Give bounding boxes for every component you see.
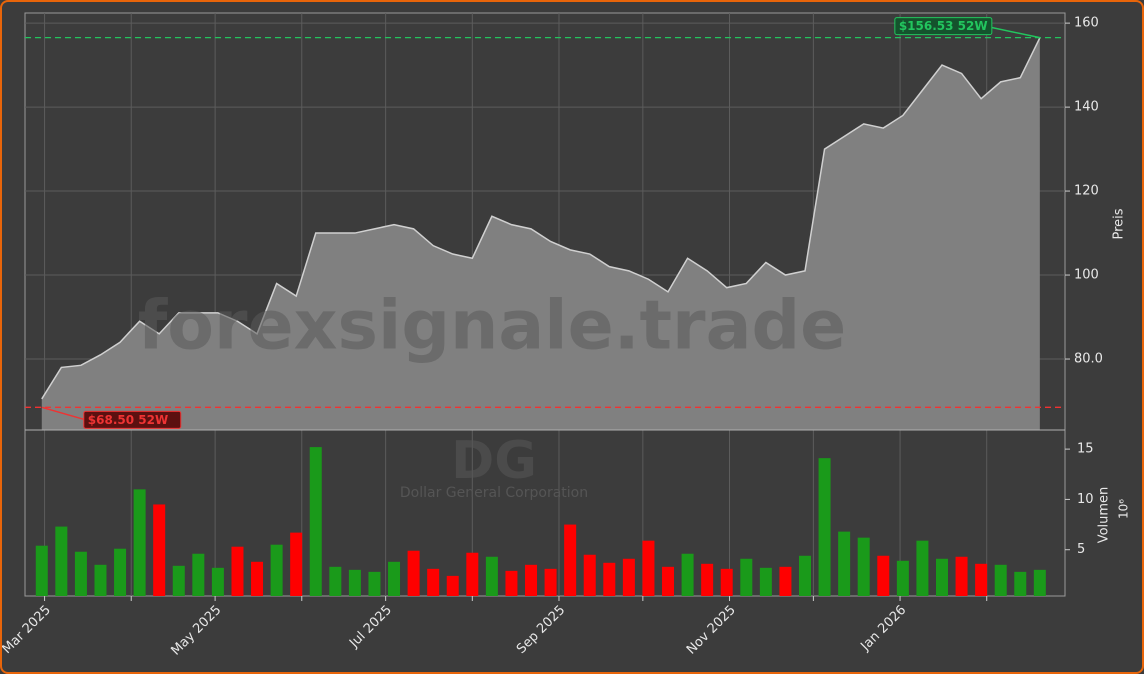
volume-bar (348, 569, 361, 596)
volume-bar (896, 560, 909, 596)
volume-bar (172, 565, 185, 596)
y-tick-label: 120 (1074, 184, 1099, 199)
volume-bar (329, 566, 342, 596)
volume-y-tick-label: 15 (1077, 442, 1094, 457)
volume-bar (505, 570, 518, 596)
volume-bar (94, 564, 107, 596)
volume-bar (485, 556, 498, 596)
volume-scale-label: 10⁶ (1117, 499, 1131, 519)
volume-bar (388, 561, 401, 596)
volume-bar (133, 489, 146, 596)
x-tick-label: Sep 2025 (514, 603, 568, 657)
x-tick-label: Mar 2025 (2, 603, 54, 657)
volume-bar (55, 526, 68, 596)
data: $156.53 52W $68.50 52W (25, 17, 1065, 596)
y-tick-label: 80.0 (1074, 352, 1103, 367)
volume-bar (857, 537, 870, 596)
volume-bar (799, 555, 811, 596)
volume-bar (290, 532, 303, 596)
volume-bar (270, 544, 283, 596)
x-tick-label: Jan 2026 (858, 603, 910, 655)
volume-bar (955, 556, 968, 596)
extreme-label: $156.53 52W (899, 19, 988, 33)
price-line (41, 37, 1041, 400)
volume-bar (309, 447, 322, 596)
volume-bar (114, 548, 127, 596)
volume-y-tick-label: 5 (1077, 542, 1085, 557)
volume-bar (251, 561, 264, 596)
y-tick-label: 140 (1074, 100, 1099, 115)
volume-bar (407, 550, 420, 596)
volume-bar (779, 566, 792, 596)
x-tick-label: Nov 2025 (684, 603, 739, 658)
extreme-label: $68.50 52W (88, 413, 168, 427)
volume-bar (681, 553, 694, 596)
volume-bar (35, 545, 48, 596)
volume-axis-label: Volumen (1097, 487, 1112, 544)
volume-bar (192, 553, 205, 596)
volume-bar (603, 562, 616, 596)
x-tick-label: Jul 2025 (346, 603, 395, 652)
volume-bar (525, 564, 538, 596)
volume-bar (231, 546, 244, 596)
volume-bar (466, 552, 479, 596)
volume-bar (211, 567, 224, 596)
y-tick-label: 160 (1074, 16, 1099, 31)
price-area (41, 37, 1040, 431)
volume-bar (720, 568, 733, 596)
symbol-watermark: DG (451, 431, 537, 491)
volume-bar (153, 504, 166, 596)
volume-bar (1014, 571, 1027, 596)
x-tick-label: May 2025 (168, 603, 224, 659)
volume-bar (564, 524, 577, 596)
volume-bar (446, 575, 459, 596)
volume-bar (975, 563, 988, 596)
volume-bar (818, 458, 831, 596)
volume-bar (935, 558, 948, 596)
volume-bar (622, 558, 635, 596)
volume-bar (994, 564, 1007, 596)
volume-bar (877, 555, 890, 596)
volume-bar (74, 551, 87, 596)
extreme-label-box (894, 17, 993, 36)
volume-bar (544, 568, 557, 596)
volume-bar (916, 540, 929, 596)
volume-bar (368, 571, 381, 596)
volume-bar (838, 531, 851, 596)
company-watermark: Dollar General Corporation (400, 485, 588, 501)
volume-bar (642, 540, 655, 596)
volume-bar (759, 567, 772, 596)
volume-y-tick-label: 10 (1077, 492, 1094, 507)
volume-bar (427, 568, 440, 596)
y-tick-label: 100 (1074, 268, 1099, 283)
volume-bar (740, 558, 753, 596)
volume-bar (662, 566, 675, 596)
extreme-label-box (83, 410, 182, 429)
volume-bar (583, 554, 596, 596)
y-axis-label: Preis (1112, 208, 1127, 239)
watermark: forexsignale.trade (138, 287, 847, 366)
extreme-arrow (41, 406, 84, 421)
volume-bar (1033, 569, 1046, 596)
volume-bar (701, 563, 714, 596)
